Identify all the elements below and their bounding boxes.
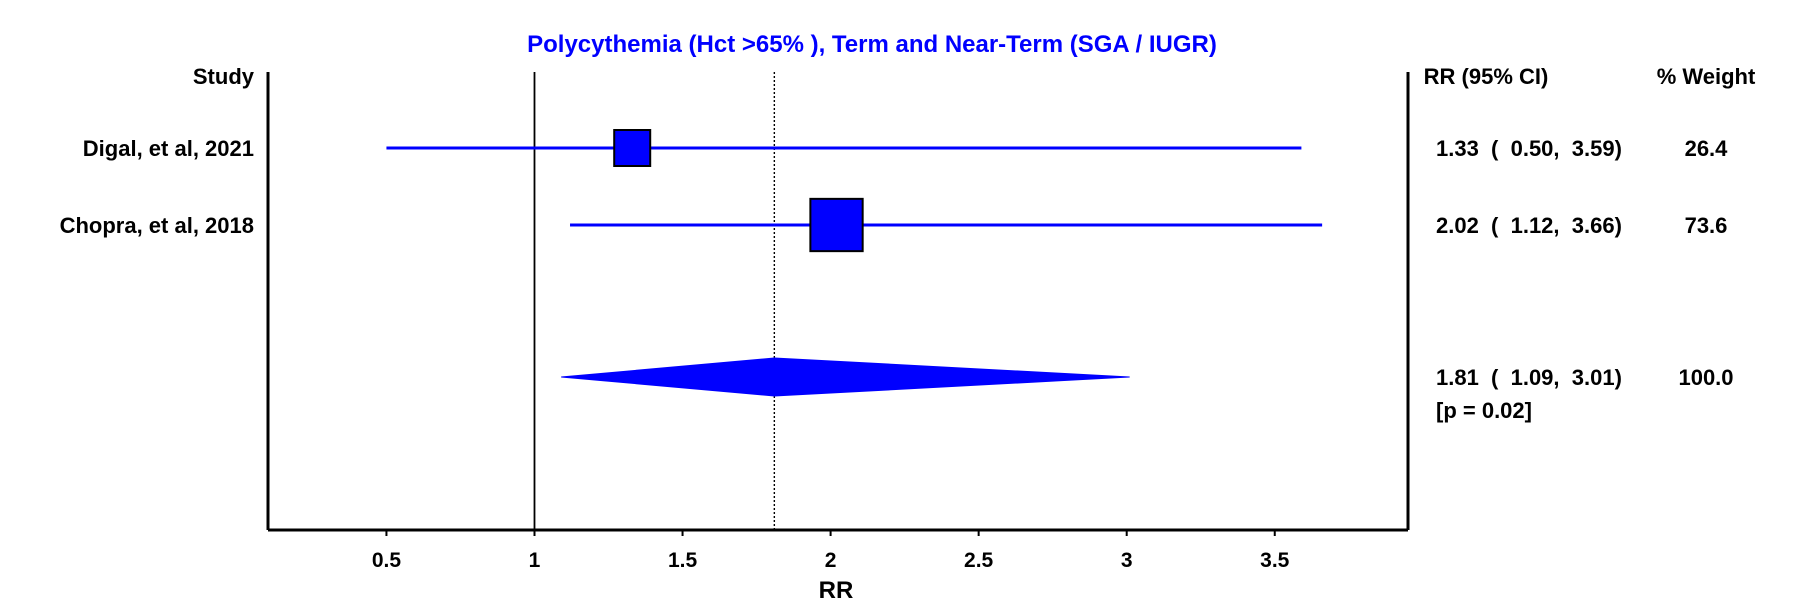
- study-estimate-box: [613, 129, 652, 167]
- x-tick-label: 1.5: [668, 549, 698, 572]
- study-estimate-box: [809, 197, 864, 253]
- study-ci-text: 2.02 ( 1.12, 3.66): [1436, 213, 1622, 238]
- weight-column-header: % Weight: [1657, 64, 1756, 89]
- x-tick-label: 3: [1121, 549, 1133, 572]
- pooled-p-value: [p = 0.02]: [1436, 398, 1532, 423]
- study-weight-text: 73.6: [1685, 213, 1728, 238]
- x-tick-label: 3.5: [1260, 549, 1290, 572]
- pooled-ci-text: 1.81 ( 1.09, 3.01): [1436, 365, 1622, 390]
- x-tick-label: 2: [825, 549, 837, 572]
- study-name: Chopra, et al, 2018: [60, 213, 254, 238]
- study-row: Chopra, et al, 2018 2.02 ( 1.12, 3.66) 73.…: [60, 197, 1728, 253]
- study-rows: Digal, et al, 2021 1.33 ( 0.50, 3.59) 26.4…: [60, 129, 1729, 253]
- x-axis-label: RR: [819, 577, 854, 604]
- study-weight-text: 26.4: [1685, 136, 1729, 161]
- ci-column-header: RR (95% CI): [1424, 64, 1549, 89]
- x-tick-label: 0.5: [372, 549, 402, 572]
- study-column-header: Study: [193, 64, 255, 89]
- x-tick-label: 2.5: [964, 549, 994, 572]
- study-row: Digal, et al, 2021 1.33 ( 0.50, 3.59) 26.4: [83, 129, 1729, 167]
- pooled-estimate: 1.81 ( 1.09, 3.01) 100.0 [p = 0.02]: [561, 357, 1734, 423]
- pooled-weight-text: 100.0: [1678, 365, 1733, 390]
- study-name: Digal, et al, 2021: [83, 136, 254, 161]
- chart-title: Polycythemia (Hct >65% ), Term and Near-…: [527, 31, 1217, 58]
- study-ci-text: 1.33 ( 0.50, 3.59): [1436, 136, 1622, 161]
- pooled-diamond: [561, 357, 1130, 397]
- x-tick-label: 1: [529, 549, 541, 572]
- axes: 0.5 1 1.5 2 2.5 3 3.5: [266, 72, 1410, 572]
